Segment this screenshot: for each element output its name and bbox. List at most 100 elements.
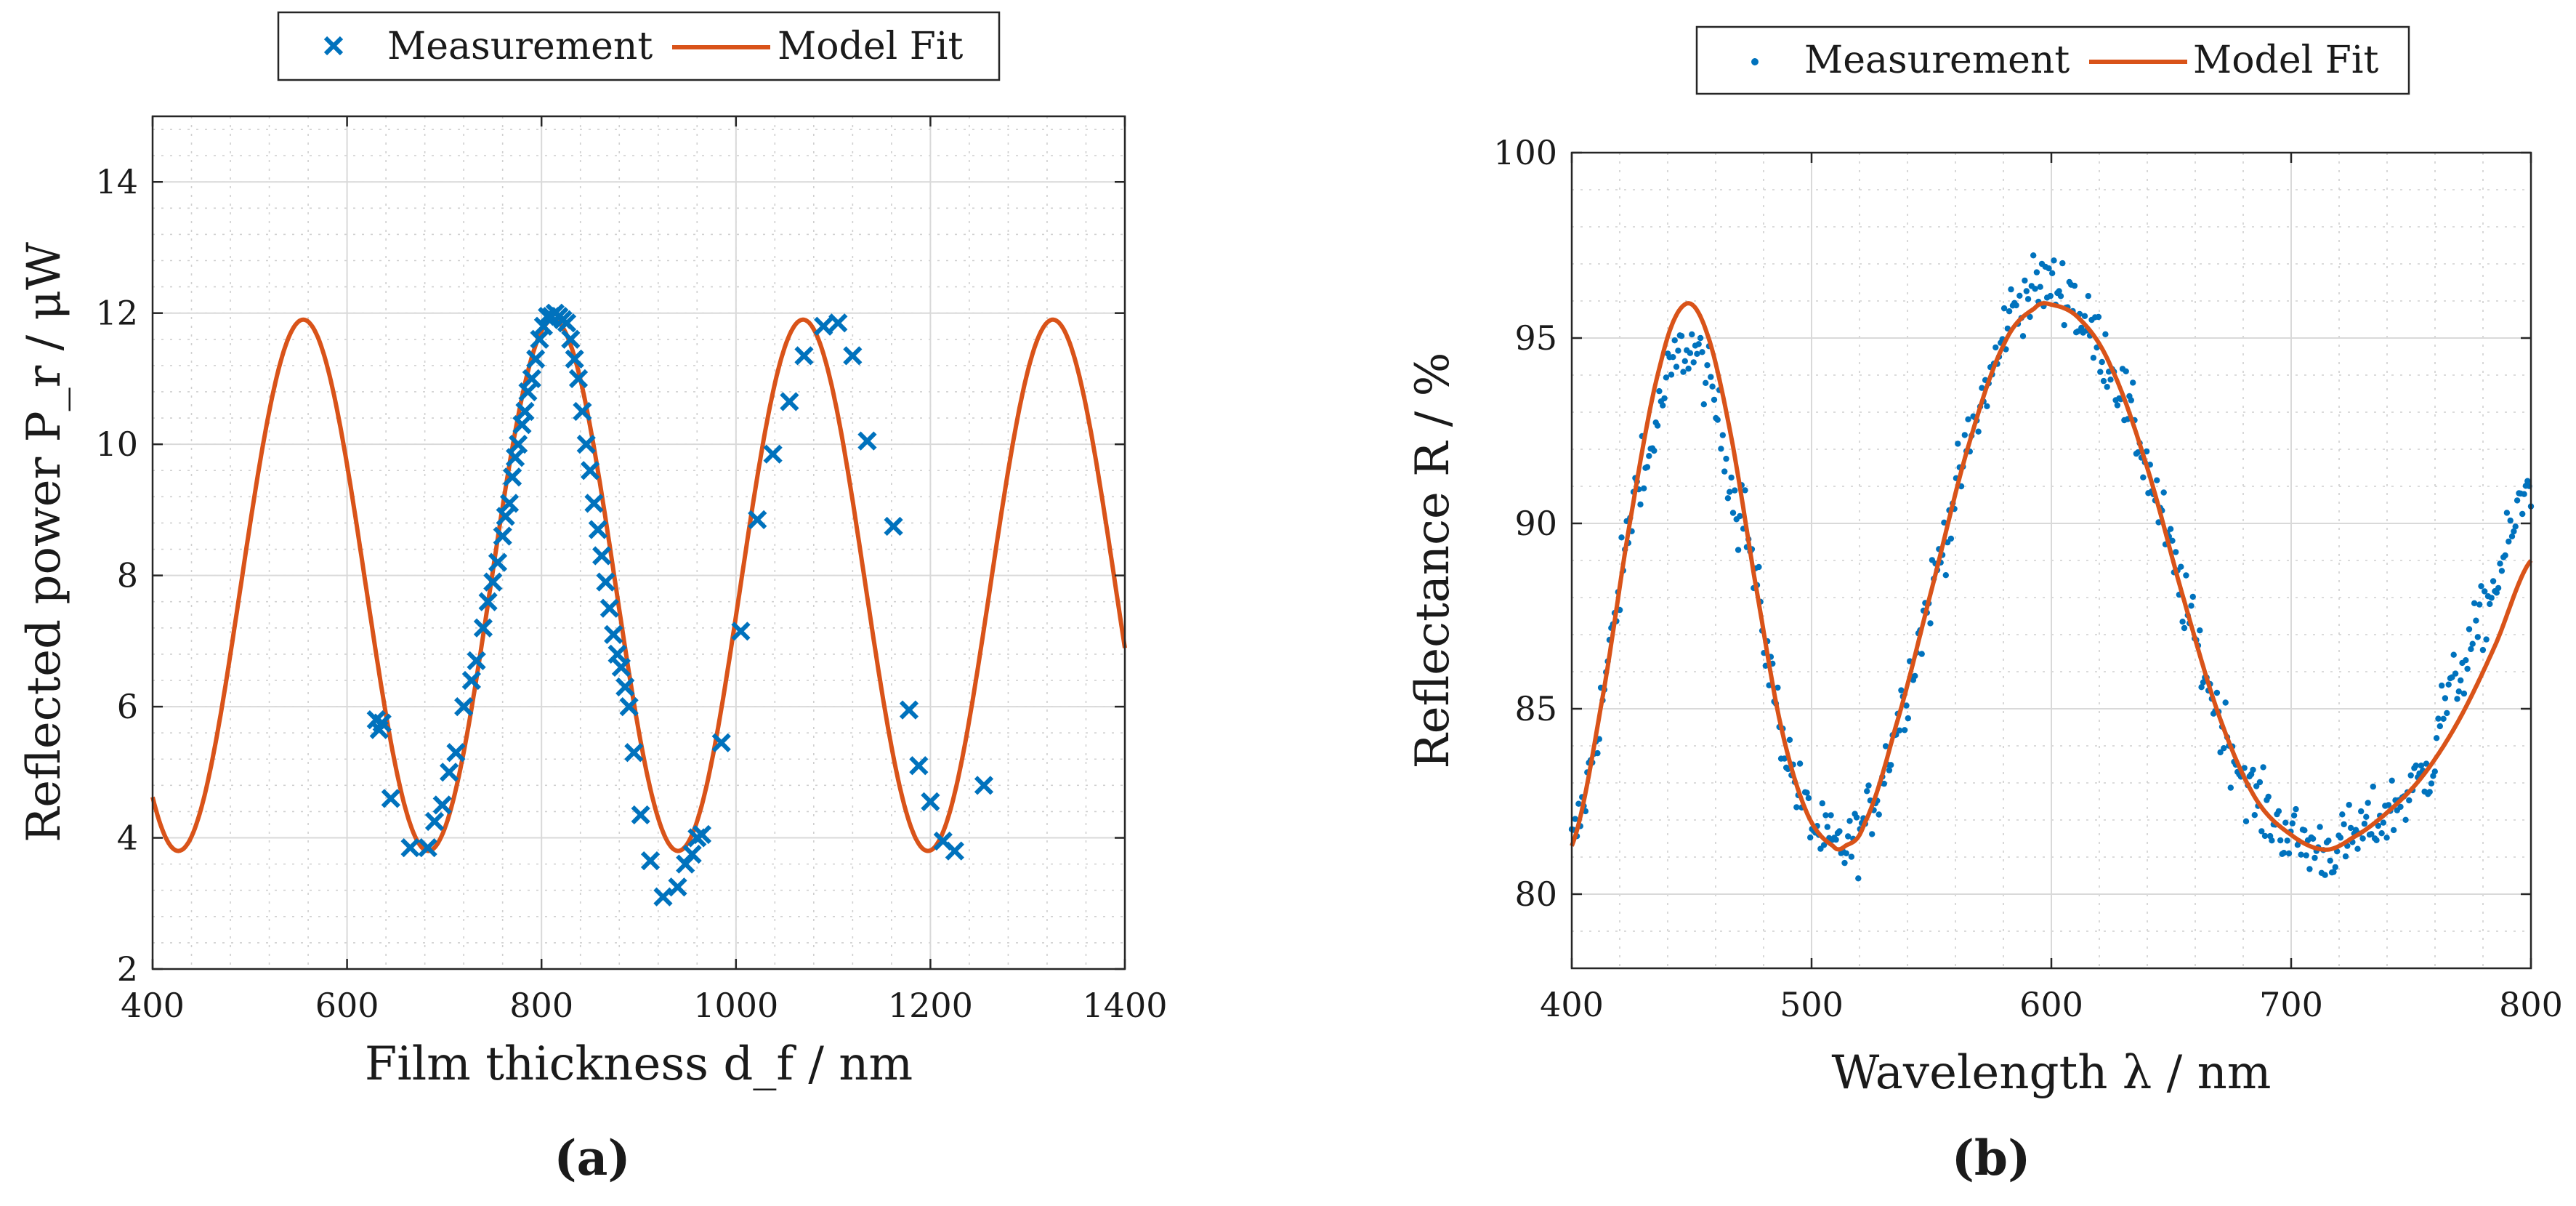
measurement-point <box>2495 584 2502 592</box>
measurement-point <box>2418 763 2425 769</box>
measurement-point <box>1575 800 1582 807</box>
measurement-point <box>2251 812 2258 819</box>
measurement-point <box>1947 535 1955 542</box>
y-tick-label: 95 <box>1514 318 1557 358</box>
measurement-point <box>2197 627 2203 634</box>
measurement-point <box>2375 822 2381 829</box>
measurement-point <box>2325 837 2332 844</box>
measurement-point <box>2450 651 2457 658</box>
chart-b-legend-measurement-label: Measurement <box>1804 39 2070 82</box>
measurement-point <box>2407 772 2414 779</box>
measurement-point <box>2354 845 2361 852</box>
measurement-point <box>1786 736 1793 743</box>
measurement-point <box>2256 779 2264 786</box>
measurement-point <box>2269 837 2275 844</box>
measurement-point <box>496 507 515 526</box>
measurement-point <box>2423 760 2430 767</box>
measurement-point <box>2506 538 2512 545</box>
measurement-point <box>2290 812 2298 819</box>
measurement-point <box>2487 600 2493 608</box>
measurement-point <box>1681 358 1688 364</box>
measurement-point <box>2130 379 2136 386</box>
chart-a-axes-frame <box>151 115 1126 970</box>
measurement-point <box>711 733 731 752</box>
measurement-point <box>530 329 549 349</box>
chart-a-model-fit-line <box>150 317 1127 853</box>
y-tick-label: 4 <box>117 819 138 858</box>
measurement-point <box>2327 857 2333 864</box>
measurement-point <box>2123 368 2129 374</box>
y-tick-label: 14 <box>95 162 138 201</box>
measurement-point <box>611 657 631 678</box>
measurement-point <box>2512 523 2519 530</box>
measurement-point <box>2365 800 2371 806</box>
measurement-point <box>2282 819 2289 826</box>
measurement-point <box>2332 864 2338 871</box>
measurement-point <box>2490 578 2497 584</box>
measurement-point <box>1703 379 1709 386</box>
y-tick-label: 80 <box>1514 875 1557 914</box>
measurement-point <box>1660 402 1666 409</box>
measurement-point <box>1654 422 1661 429</box>
measurement-point <box>573 401 592 422</box>
measurement-point <box>604 624 623 644</box>
measurement-point <box>2359 835 2366 842</box>
measurement-point <box>2373 837 2380 844</box>
measurement-point <box>682 844 702 864</box>
measurement-point <box>1918 651 1925 657</box>
measurement-point <box>1711 396 1718 403</box>
measurement-point <box>2071 282 2078 289</box>
chart-b-x-tick-labels: 400 500 600 700 800 <box>1540 985 2563 1024</box>
measurement-point <box>1721 468 1728 475</box>
measurement-point <box>731 622 751 641</box>
measurement-point <box>2488 595 2495 601</box>
measurement-point <box>1984 403 1990 409</box>
measurement-point <box>607 644 627 664</box>
measurement-point <box>2444 709 2450 717</box>
measurement-point <box>1704 362 1711 369</box>
measurement-point <box>2482 588 2488 595</box>
measurement-point <box>1819 800 1825 807</box>
measurement-point <box>2285 850 2293 857</box>
measurement-point <box>2455 688 2462 695</box>
chart-a-plot-area <box>150 303 1127 906</box>
measurement-point <box>2368 831 2375 837</box>
chart-b-y-axis-label: Reflectance R / % <box>1406 353 1460 769</box>
measurement-point <box>2413 762 2419 769</box>
measurement-point <box>1756 563 1762 571</box>
measurement-point <box>2085 293 2091 300</box>
measurement-point <box>1637 501 1644 508</box>
measurement-point <box>1644 464 1651 470</box>
measurement-point <box>2019 333 2027 339</box>
measurement-point <box>2102 331 2109 337</box>
measurement-point <box>2361 821 2368 827</box>
measurement-point <box>1572 816 1578 822</box>
measurement-point <box>2104 384 2110 390</box>
measurement-point <box>653 887 673 906</box>
measurement-point <box>2431 768 2438 775</box>
measurement-point <box>794 346 814 366</box>
measurement-point <box>2383 835 2390 841</box>
measurement-point <box>2503 510 2511 516</box>
measurement-point <box>1822 812 1829 819</box>
chart-b-legend-measurement-marker <box>1751 58 1759 65</box>
measurement-point <box>2306 866 2313 872</box>
measurement-point <box>488 552 508 572</box>
measurement-point <box>2061 322 2067 329</box>
measurement-point <box>1728 474 1735 481</box>
measurement-point <box>493 526 512 546</box>
measurement-point <box>1724 495 1732 502</box>
measurement-point <box>2284 837 2290 844</box>
measurement-point <box>1661 395 1668 402</box>
measurement-point <box>2439 682 2445 689</box>
measurement-point <box>2428 780 2435 787</box>
chart-b-legend-box <box>1695 25 2410 95</box>
measurement-point <box>2322 872 2328 878</box>
measurement-point <box>1898 687 1905 694</box>
measurement-point <box>2275 808 2282 815</box>
measurement-point <box>1675 347 1681 354</box>
measurement-point <box>1673 363 1680 370</box>
measurement-point <box>1855 875 1862 882</box>
measurement-point <box>2309 835 2317 843</box>
measurement-point <box>2100 377 2107 385</box>
